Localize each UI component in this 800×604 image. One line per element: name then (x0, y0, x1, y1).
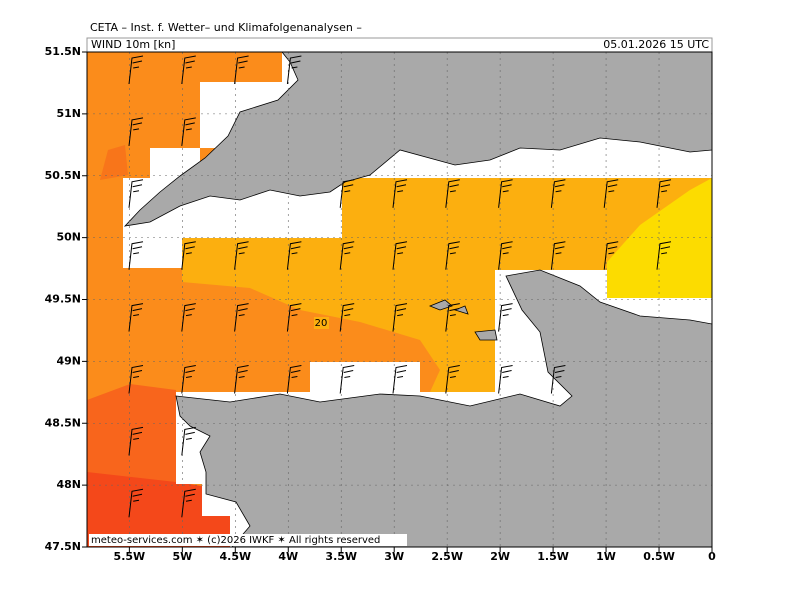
y-tick-label: 47.5N (45, 540, 81, 553)
wind-barb (445, 303, 460, 332)
variable: WIND 10m [kn] (91, 38, 175, 51)
wind-barb (234, 55, 249, 85)
wind-barb (498, 241, 513, 270)
y-tick-label: 50N (56, 231, 81, 244)
y-tick-label: 51.5N (45, 45, 81, 58)
x-tick-label: 3.5W (325, 550, 357, 563)
wind-barb (128, 303, 144, 332)
y-tick-label: 49.5N (45, 293, 81, 306)
wind-barb (234, 241, 249, 270)
valid-time: 05.01.2026 15 UTC (603, 38, 709, 51)
wind-barb (128, 55, 144, 85)
wind-barb (603, 179, 619, 208)
wind-barb (339, 179, 355, 208)
x-tick-label: 5.5W (114, 550, 146, 563)
wind-barb (339, 241, 355, 270)
wind-barb (128, 488, 144, 518)
wind-barb (286, 241, 302, 270)
wind-barb (286, 303, 302, 332)
x-tick-label: 0.5W (643, 550, 675, 563)
wind-barb (181, 241, 196, 270)
wind-barb (181, 55, 196, 85)
y-tick-label: 48.5N (45, 416, 81, 429)
contour-label: 20 (315, 318, 328, 329)
wind-barb (392, 179, 408, 208)
wind-barb (234, 303, 249, 332)
wind-barb (128, 426, 144, 456)
x-tick-label: 1W (596, 550, 616, 563)
wind-band-red (87, 472, 230, 547)
wind-barb (286, 55, 302, 85)
wind-barb (234, 365, 249, 394)
map-area: 20 (87, 52, 712, 547)
x-tick-label: 2W (490, 550, 510, 563)
wind-barb (550, 179, 566, 208)
wind-barb (445, 179, 460, 208)
wind-barb (656, 179, 672, 208)
wind-barb (498, 365, 513, 394)
x-tick-label: 2.5W (431, 550, 463, 563)
wind-band-dark (100, 145, 128, 180)
wind-barb (392, 303, 408, 332)
x-tick-label: 3W (384, 550, 404, 563)
france (175, 269, 712, 547)
contour-label-bg (314, 317, 329, 329)
wind-barb (392, 241, 408, 270)
y-tick-label: 48N (56, 478, 81, 491)
no-data-area (123, 238, 182, 268)
wind-barb (550, 241, 566, 270)
island (428, 299, 453, 311)
wind-barb (445, 241, 460, 270)
wind-barb (498, 303, 513, 332)
land (123, 52, 712, 547)
island (474, 329, 498, 341)
wind-barb (339, 365, 355, 394)
footer: meteo-services.com ✶ (c)2026 IWKF ✶ All … (91, 535, 380, 546)
wind-barb (128, 241, 144, 270)
island (453, 305, 469, 315)
y-tick-label: 49N (56, 354, 81, 367)
axes: 5.5W 5W 4.5W 4W 3.5W 3W 2.5W 2W 1.5W 1W 0.5W 0 47.5N… (45, 45, 717, 563)
wind-barb (181, 117, 196, 146)
wind-barbs (128, 55, 672, 518)
wind-barb (181, 488, 196, 518)
x-tick-label: 0 (708, 550, 716, 563)
wind-band-yellow (607, 178, 712, 298)
wind-barb (181, 365, 196, 394)
x-tick-label: 5W (172, 550, 192, 563)
x-tick-label: 4W (278, 550, 298, 563)
title: CETA – Inst. f. Wetter– und Klimafolgena… (90, 21, 362, 34)
wind-barb (128, 179, 144, 208)
wind-barb (181, 303, 196, 332)
england (123, 52, 712, 227)
x-tick-label: 4.5W (219, 550, 251, 563)
wind-barb (550, 365, 566, 394)
wind-barb (128, 365, 144, 394)
wind-barb (128, 117, 144, 146)
x-tick-label: 1.5W (537, 550, 569, 563)
wind-barb (181, 426, 196, 456)
wind-barb (286, 365, 302, 394)
wind-barb (339, 303, 355, 332)
wind-barb (498, 179, 513, 208)
wind-barb (603, 241, 619, 270)
wind-barb (445, 365, 460, 394)
y-tick-label: 50.5N (45, 169, 81, 182)
wind-barb (392, 365, 408, 394)
footer-bg (89, 534, 407, 546)
y-tick-label: 51N (56, 107, 81, 120)
wind-barb (656, 241, 672, 270)
